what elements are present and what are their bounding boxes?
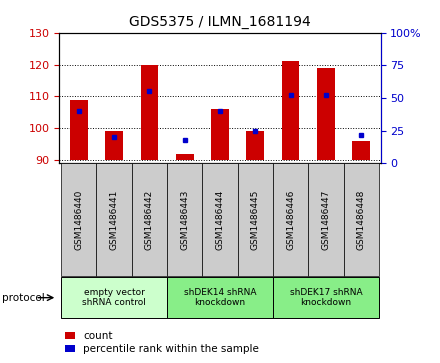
Text: GSM1486440: GSM1486440 <box>74 189 83 250</box>
FancyBboxPatch shape <box>202 163 238 276</box>
FancyBboxPatch shape <box>238 163 273 276</box>
Text: shDEK17 shRNA
knockdown: shDEK17 shRNA knockdown <box>290 288 362 307</box>
Bar <box>141 65 158 160</box>
Bar <box>282 61 299 160</box>
Text: GSM1486441: GSM1486441 <box>110 189 119 250</box>
FancyBboxPatch shape <box>167 277 273 318</box>
FancyBboxPatch shape <box>96 163 132 276</box>
FancyBboxPatch shape <box>61 163 96 276</box>
Text: shDEK14 shRNA
knockdown: shDEK14 shRNA knockdown <box>184 288 256 307</box>
Text: GSM1486443: GSM1486443 <box>180 189 189 250</box>
Text: GSM1486448: GSM1486448 <box>357 189 366 250</box>
Bar <box>352 141 370 160</box>
Text: GSM1486442: GSM1486442 <box>145 189 154 250</box>
Bar <box>211 109 229 160</box>
Text: GSM1486444: GSM1486444 <box>216 189 224 250</box>
FancyBboxPatch shape <box>132 163 167 276</box>
Bar <box>246 131 264 160</box>
Bar <box>176 154 194 160</box>
FancyBboxPatch shape <box>273 163 308 276</box>
Bar <box>105 131 123 160</box>
FancyBboxPatch shape <box>61 277 167 318</box>
Text: GSM1486446: GSM1486446 <box>286 189 295 250</box>
Title: GDS5375 / ILMN_1681194: GDS5375 / ILMN_1681194 <box>129 15 311 29</box>
Bar <box>317 68 335 160</box>
Bar <box>70 99 88 160</box>
FancyBboxPatch shape <box>308 163 344 276</box>
Text: protocol: protocol <box>2 293 45 303</box>
Text: empty vector
shRNA control: empty vector shRNA control <box>82 288 146 307</box>
Text: GSM1486445: GSM1486445 <box>251 189 260 250</box>
FancyBboxPatch shape <box>273 277 379 318</box>
FancyBboxPatch shape <box>344 163 379 276</box>
FancyBboxPatch shape <box>167 163 202 276</box>
Text: GSM1486447: GSM1486447 <box>321 189 330 250</box>
Legend: count, percentile rank within the sample: count, percentile rank within the sample <box>65 331 259 354</box>
